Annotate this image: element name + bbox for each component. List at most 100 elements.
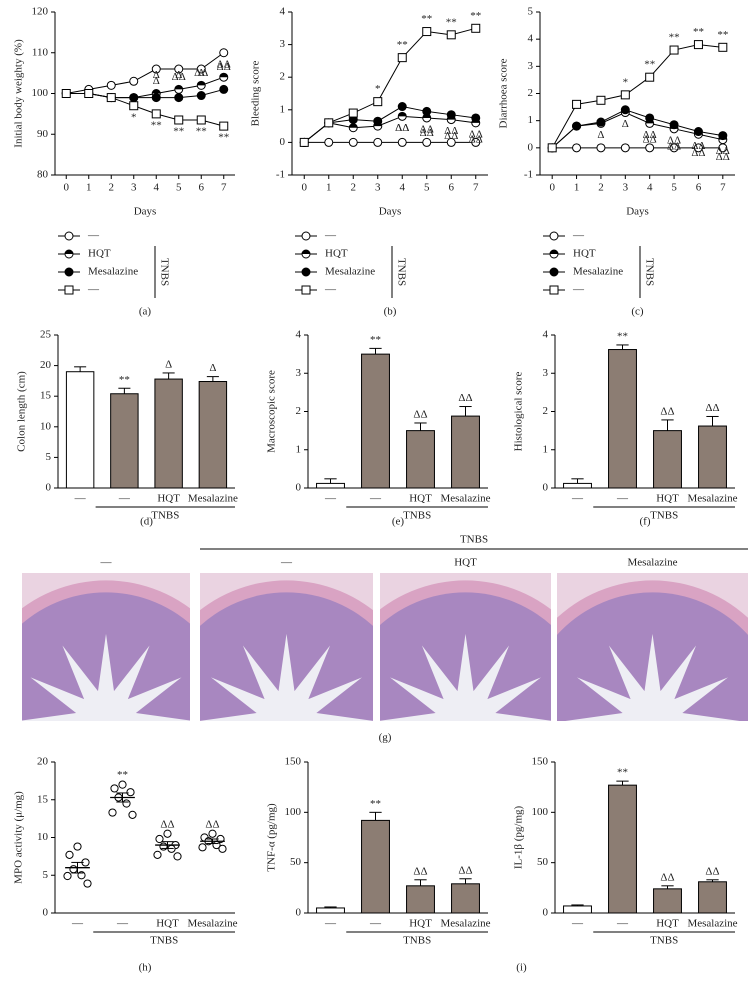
marker (693, 40, 703, 50)
annotation: ΔΔ (444, 130, 458, 142)
legend-group-label: TNBS (395, 258, 407, 286)
annotation: Δ (153, 75, 160, 87)
bar (406, 430, 435, 489)
image-label: HQT (454, 557, 477, 569)
marker (645, 72, 655, 82)
marker (547, 143, 557, 153)
marker (620, 90, 630, 100)
annotation: ΔΔ (667, 134, 681, 146)
y-tick-label: 5 (46, 451, 52, 463)
y-tick-label: 1 (543, 443, 549, 455)
group-label: TNBS (650, 510, 678, 522)
x-tick-label: Mesalazine (188, 493, 238, 505)
marker (373, 116, 383, 126)
marker (151, 109, 161, 119)
x-tick-label: 5 (671, 182, 677, 194)
annotation: ** (370, 334, 381, 346)
group-label: TNBS (150, 935, 178, 947)
marker (196, 64, 206, 74)
y-tick-label: 0 (296, 907, 302, 919)
marker (549, 267, 559, 277)
bar (110, 393, 139, 489)
marker-half (65, 250, 73, 254)
x-tick-label: 2 (109, 182, 115, 194)
marker-half (349, 123, 358, 128)
annotation: ** (151, 119, 162, 131)
panel-label: (h) (139, 962, 152, 974)
x-tick-label: HQT (156, 918, 179, 930)
marker (422, 27, 432, 37)
legend-label: Mesalazine (88, 266, 138, 278)
annotation: Δ (175, 69, 182, 81)
annotation: ΔΔ (160, 818, 174, 830)
annotation: ΔΔ (458, 392, 472, 404)
marker-half (152, 89, 161, 94)
legend-label: — (324, 284, 337, 296)
annotation: ΔΔ (667, 140, 681, 152)
marker (196, 91, 206, 101)
x-tick-label: — (71, 918, 84, 930)
x-tick-label: 3 (131, 182, 137, 194)
marker (669, 120, 679, 130)
marker (174, 64, 184, 74)
x-tick-label: 0 (549, 182, 555, 194)
marker (64, 285, 74, 295)
legend-label: HQT (88, 248, 111, 260)
x-tick-label: 2 (598, 182, 604, 194)
y-tick-label: 5 (528, 6, 534, 18)
marker (596, 95, 606, 105)
annotation: ΔΔ (395, 122, 409, 134)
y-tick-label: 150 (285, 756, 302, 768)
x-tick-label: — (74, 493, 87, 505)
marker (219, 121, 229, 131)
x-tick-label: 7 (221, 182, 227, 194)
marker (446, 30, 456, 40)
y-tick-label: 20 (40, 359, 52, 371)
x-tick-label: — (324, 493, 337, 505)
annotation: ** (421, 13, 432, 25)
x-tick-label: HQT (409, 918, 432, 930)
marker (301, 231, 311, 241)
x-tick-label: 4 (154, 182, 160, 194)
y-tick-label: 0 (528, 141, 534, 153)
point (118, 780, 127, 789)
x-axis-title: Days (626, 206, 649, 218)
y-tick-label: 100 (532, 806, 549, 818)
y-axis-title: Bleeding score (250, 61, 262, 127)
panel-label: (c) (631, 306, 644, 318)
marker-half (398, 112, 407, 117)
y-tick-label: 3 (280, 38, 286, 50)
x-tick-label: Mesalazine (440, 493, 490, 505)
point (126, 788, 135, 797)
y-tick-label: 2 (296, 405, 302, 417)
x-tick-label: 6 (199, 182, 205, 194)
x-tick-label: 7 (473, 182, 479, 194)
bar (608, 349, 637, 489)
annotation: ΔΔ (172, 71, 186, 83)
annotation: ΔΔ (194, 67, 208, 79)
panel-label: (e) (392, 516, 405, 528)
marker (718, 42, 728, 52)
marker (620, 105, 630, 115)
marker (422, 106, 432, 116)
point (198, 843, 207, 852)
point (153, 850, 162, 859)
lumen (380, 633, 551, 721)
annotation: ΔΔ (444, 125, 458, 137)
lumen (22, 633, 190, 721)
marker (645, 113, 655, 123)
y-tick-label: 0 (296, 482, 302, 494)
x-tick-label: 0 (302, 182, 308, 194)
legend-label: — (87, 284, 100, 296)
x-tick-label: 5 (424, 182, 430, 194)
x-tick-label: HQT (409, 493, 432, 505)
x-tick-label: HQT (656, 918, 679, 930)
legend-label: — (324, 230, 337, 242)
legend-label: Mesalazine (325, 266, 375, 278)
histology-image (200, 573, 373, 721)
annotation: ** (470, 10, 481, 22)
annotation: Δ (597, 129, 604, 141)
marker (572, 143, 582, 153)
x-tick-label: 1 (574, 182, 580, 194)
bar (316, 907, 345, 914)
